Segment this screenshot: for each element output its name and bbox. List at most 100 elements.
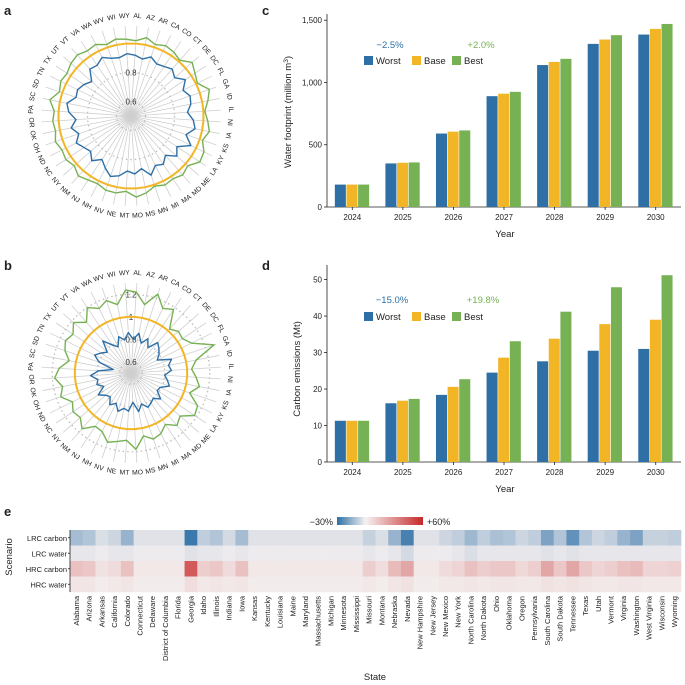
bar-best-2027 — [509, 91, 521, 207]
radar-state-label: CT — [191, 292, 202, 303]
radar-state-label: NJ — [70, 194, 81, 204]
heatmap-cell — [184, 545, 198, 562]
heatmap-cell — [337, 545, 351, 562]
radar-series-best — [53, 289, 215, 451]
y-tick-label: 30 — [313, 349, 322, 358]
heatmap-cell — [655, 545, 669, 562]
radar-spoke — [130, 115, 220, 134]
radar-spoke — [113, 115, 132, 205]
bar-worst-2024 — [334, 184, 346, 207]
worst-change-annotation: −2.5% — [376, 40, 404, 51]
heatmap-column-label: Arkansas — [97, 596, 106, 628]
radar-spoke — [130, 115, 172, 197]
heatmap-column-label: Wisconsin — [657, 596, 666, 630]
radar-spoke — [50, 115, 132, 157]
radar-state-label: WA — [81, 21, 94, 32]
heatmap-cell — [668, 576, 682, 593]
radar-spoke — [130, 109, 221, 117]
heatmap-row-label: HRC water — [30, 580, 67, 589]
heatmap-cell — [95, 530, 109, 546]
heatmap-column-label: Colorado — [123, 596, 132, 626]
radar-spoke — [130, 284, 149, 374]
heatmap-cell — [299, 561, 313, 577]
heatmap-column-label: New Hampshire — [416, 596, 425, 649]
radar-state-label: CA — [169, 21, 181, 32]
radar-spoke — [130, 115, 149, 205]
radar-series-base — [57, 42, 205, 190]
radar-state-label: TX — [43, 55, 54, 66]
bar-best-2030 — [661, 275, 673, 462]
radar-state-label: DE — [200, 301, 212, 313]
heatmap-cell — [273, 561, 287, 577]
radar-state-label: NM — [59, 442, 72, 454]
bar-best-2026 — [459, 379, 471, 462]
radar-state-label: WA — [81, 278, 94, 289]
bar-best-2025 — [408, 162, 420, 207]
bar-best-2026 — [459, 130, 471, 207]
heatmap-cell — [451, 545, 465, 562]
radar-state-label: IA — [225, 388, 233, 396]
radar-spoke — [130, 48, 191, 117]
heatmap-column-label: Vermont — [606, 595, 615, 624]
heatmap-cell — [120, 530, 134, 546]
x-tick-label: 2025 — [394, 468, 412, 477]
colorbar-max-label: +60% — [427, 517, 450, 527]
heatmap-cell — [451, 576, 465, 593]
heatmap-cell — [210, 530, 224, 546]
heatmap-cell — [388, 561, 402, 577]
radar-state-label: MI — [170, 458, 180, 468]
radar-state-label: NJ — [70, 451, 81, 461]
radar-state-label: WY — [119, 13, 131, 21]
radar-spoke — [90, 115, 132, 197]
radar-spoke — [50, 372, 132, 414]
heatmap-cell — [617, 576, 631, 593]
heatmap-column-label: Maryland — [301, 596, 310, 627]
heatmap-cell — [159, 545, 173, 562]
heatmap-cell — [490, 576, 504, 593]
legend-swatch-best — [452, 312, 461, 321]
heatmap-cell — [515, 545, 529, 562]
radar-state-label: IA — [225, 131, 233, 139]
radar-spoke — [42, 372, 132, 391]
heatmap-column-label: Kentucky — [263, 596, 272, 627]
heatmap-cell — [324, 545, 338, 562]
radar-state-label: MS — [145, 467, 157, 476]
radar-spoke — [101, 287, 132, 374]
radar-spoke — [124, 26, 132, 117]
y-tick-label: 1,000 — [302, 78, 323, 87]
bar-best-2028 — [560, 58, 572, 207]
heatmap-cell — [579, 576, 593, 593]
radar-spoke — [45, 343, 132, 374]
bar-best-2024 — [358, 420, 370, 462]
y-axis-label: Scenario — [4, 538, 15, 576]
radar-grid-ring — [86, 71, 176, 161]
heatmap-cell — [286, 561, 300, 577]
radar-state-label: FL — [216, 324, 226, 334]
legend-swatch-base — [412, 56, 421, 65]
heatmap-column-label: Alabama — [72, 595, 81, 625]
radar-spoke — [130, 372, 212, 414]
radar-state-label: ID — [225, 350, 233, 358]
radar-state-label: MO — [132, 469, 143, 477]
bar-best-2024 — [358, 184, 370, 207]
radar-spoke — [130, 40, 182, 117]
bar-best-2029 — [610, 287, 622, 462]
heatmap-cell — [273, 545, 287, 562]
heatmap-cell — [642, 561, 656, 577]
legend-label-best: Best — [464, 312, 483, 323]
heatmap-cell — [70, 530, 84, 546]
heatmap-cell — [286, 545, 300, 562]
heatmap-cell — [299, 545, 313, 562]
heatmap-cell — [159, 561, 173, 577]
heatmap-cell — [375, 530, 389, 546]
radar-state-label: ME — [200, 176, 212, 189]
legend-swatch-worst — [364, 312, 373, 321]
radar-spoke — [130, 343, 217, 374]
radar-state-label: OK — [28, 387, 37, 398]
bar-worst-2028 — [537, 65, 549, 208]
heatmap-column-label: California — [110, 595, 119, 628]
legend: Worst Base Best — [364, 56, 483, 67]
bar-base-2030 — [649, 319, 661, 462]
radar-state-label: NY — [50, 176, 62, 188]
radar-spoke — [41, 366, 132, 374]
